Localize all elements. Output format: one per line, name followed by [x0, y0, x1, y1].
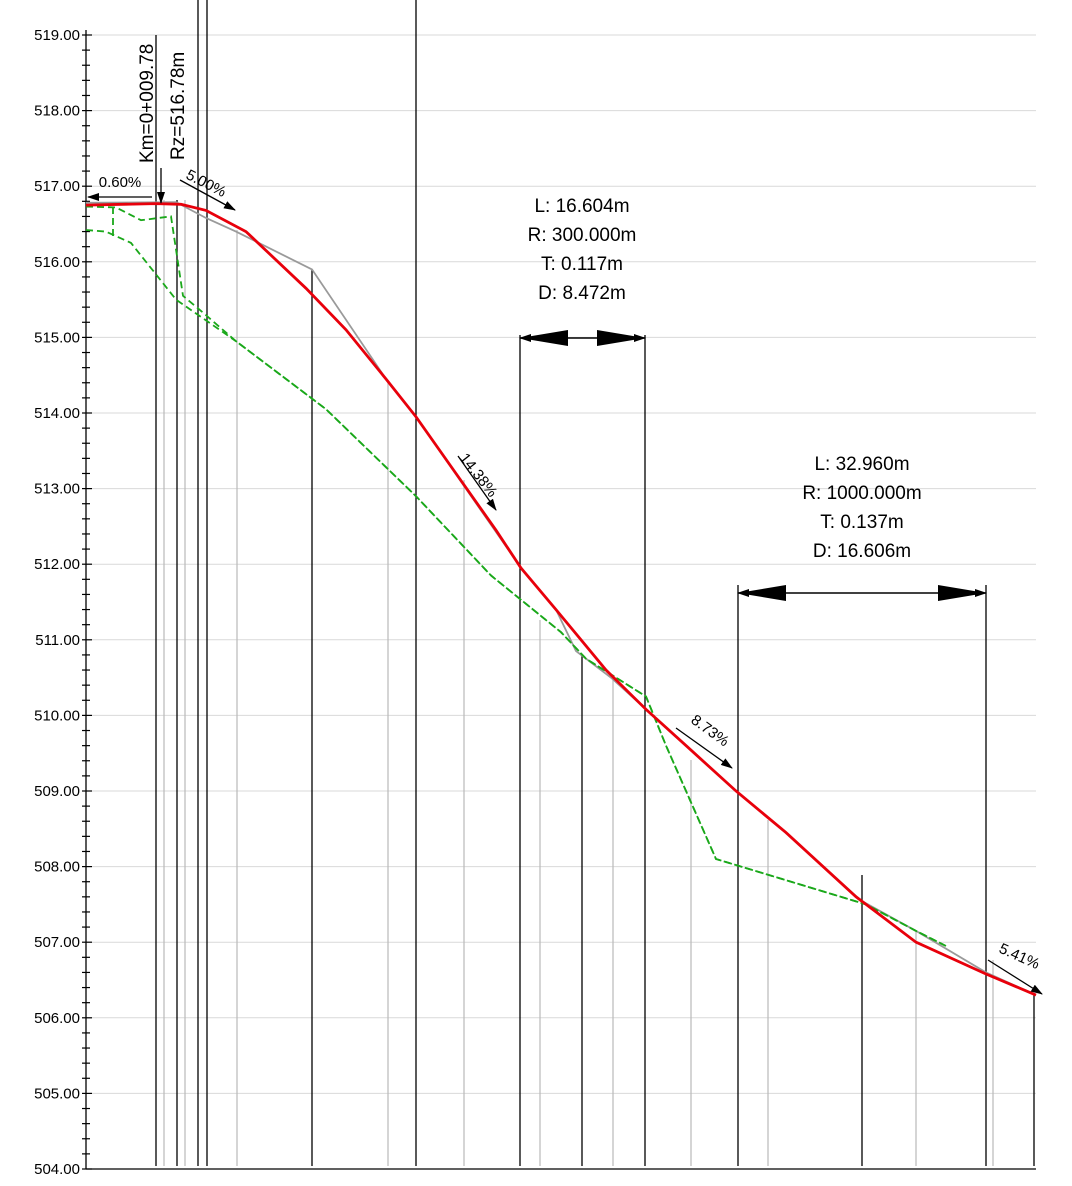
slope-label: 5.41% — [996, 940, 1042, 973]
vertex-elevation-label: Rz=516.78m — [168, 52, 189, 160]
slope-label: 0.60% — [99, 174, 142, 191]
slope-label: 8.73% — [688, 711, 732, 750]
profile-series — [86, 202, 1036, 995]
y-axis-label: 507.00 — [34, 934, 80, 951]
y-axis-label: 513.00 — [34, 481, 80, 498]
y-axis-label: 509.00 — [34, 783, 80, 800]
curve-l-label: L: 16.604m — [534, 196, 629, 217]
design-grade-line — [86, 204, 1036, 996]
vertex-station-label: Km=0+009.78 — [137, 44, 158, 163]
y-axis-label: 517.00 — [34, 178, 80, 195]
curve-d-label: D: 8.472m — [538, 283, 626, 304]
y-axis-label: 512.00 — [34, 556, 80, 573]
curve-arrowhead-left — [738, 585, 786, 601]
y-axis-label: 504.00 — [34, 1161, 80, 1178]
curve-t-label: T: 0.117m — [541, 254, 623, 275]
y-axis-label: 508.00 — [34, 859, 80, 876]
tangent-polyline — [86, 202, 1036, 995]
slope-label: 5.00% — [183, 166, 229, 200]
terrain-line — [86, 207, 946, 946]
curve-r-label: R: 300.000m — [528, 225, 637, 246]
curve-arrowhead-right — [597, 330, 645, 346]
curve-r-label: R: 1000.000m — [802, 483, 921, 504]
y-axis-label: 515.00 — [34, 329, 80, 346]
curve-d-label: D: 16.606m — [813, 541, 911, 562]
y-axis-label: 518.00 — [34, 103, 80, 120]
y-axis-label: 511.00 — [35, 632, 80, 649]
y-axis-labels: 519.00 518.00 517.00 516.00 515.00 514.00 513.… — [34, 27, 80, 1178]
y-axis-label: 514.00 — [34, 405, 80, 422]
y-axis-label: 519.00 — [34, 27, 80, 44]
slope-label: 14.38% — [456, 450, 501, 501]
station-lines — [156, 0, 1034, 1166]
y-axis-label: 505.00 — [34, 1085, 80, 1102]
y-axis-label: 510.00 — [34, 707, 80, 724]
curve-arrowhead-right — [938, 585, 986, 601]
grid-lines — [86, 35, 1036, 1093]
curve-l-label: L: 32.960m — [814, 454, 909, 475]
y-axis-label: 506.00 — [34, 1010, 80, 1027]
y-axis-label: 516.00 — [34, 254, 80, 271]
curve-arrowhead-left — [520, 330, 568, 346]
curve-t-label: T: 0.137m — [820, 512, 903, 533]
